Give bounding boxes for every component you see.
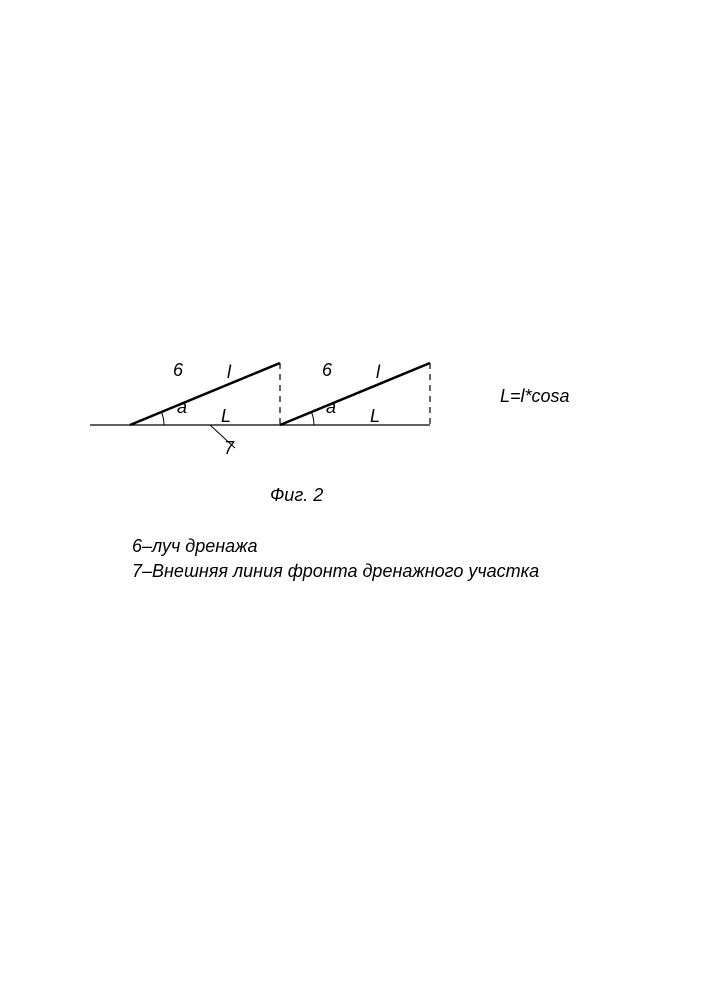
drainage-ray-2 xyxy=(280,363,430,425)
drainage-ray-1 xyxy=(130,363,280,425)
angle-arc-2 xyxy=(311,412,314,425)
label-l-b: l xyxy=(376,362,380,383)
diagram-svg xyxy=(0,0,707,1000)
figure-page: 6 l 6 l a L a L 7 L=l*cosa Фиг. 2 6–луч … xyxy=(0,0,707,1000)
figure-caption: Фиг. 2 xyxy=(270,485,323,506)
label-angle-b: a xyxy=(326,397,336,418)
legend-7: 7–Внешняя линия фронта дренажного участк… xyxy=(132,561,539,582)
label-7: 7 xyxy=(224,438,234,459)
label-6-a: 6 xyxy=(173,360,183,381)
angle-arc-1 xyxy=(161,412,164,425)
legend-6: 6–луч дренажа xyxy=(132,536,258,557)
label-l-a: l xyxy=(227,362,231,383)
formula-text: L=l*cosa xyxy=(500,386,570,407)
label-L-b: L xyxy=(370,406,380,427)
label-6-b: 6 xyxy=(322,360,332,381)
label-angle-a: a xyxy=(177,397,187,418)
label-L-a: L xyxy=(221,406,231,427)
